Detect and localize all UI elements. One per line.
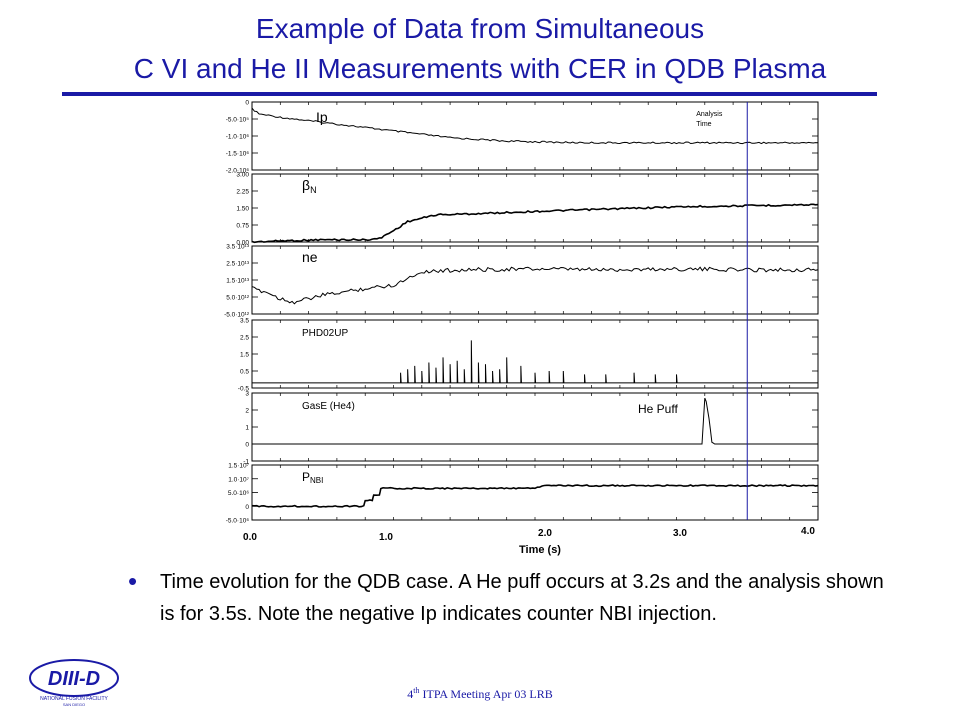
y-tick-label-pnbi: 1.5·10⁷ [228, 463, 249, 470]
y-tick-label-ne: 3.5·10¹³ [226, 244, 250, 251]
y-tick-label-phd: 3.5 [240, 318, 249, 325]
panel-frame-pnbi [251, 464, 819, 521]
trace-pnbi [251, 484, 819, 508]
y-tick-label-ne: 1.5·10¹³ [226, 278, 250, 285]
logo-subtext: NATIONAL FUSION FACILITY [40, 696, 108, 702]
y-tick-label-betaN: 2.25 [236, 189, 249, 196]
y-tick-label-ne: 2.5·10¹³ [226, 261, 250, 268]
y-tick-label-betaN: 1.50 [236, 206, 249, 213]
y-tick-label-gas: 3 [245, 391, 249, 398]
footer-text: ITPA Meeting Apr 03 LRB [419, 687, 553, 701]
y-tick-label-ip: -1.0·10⁶ [226, 134, 250, 141]
panel-label-gas: GasE (He4) [302, 401, 355, 412]
diii-d-logo: DIII-D NATIONAL FUSION FACILITY SAN DIEG… [29, 659, 119, 707]
logo-subtext-2: SAN DIEGO [63, 702, 85, 707]
logo-text: DIII-D [48, 668, 100, 690]
x-tick-label: 1.0 [379, 532, 393, 543]
he-puff-label: He Puff [638, 402, 678, 416]
panel-label-ne: ne [302, 249, 318, 265]
y-tick-label-betaN: 3.00 [236, 172, 249, 179]
y-tick-label-phd: 0.5 [240, 369, 249, 376]
panel-frame-betaN [251, 173, 819, 243]
y-tick-label-ip: -2.0·10⁶ [226, 168, 250, 175]
y-tick-label-pnbi: -5.0·10⁶ [226, 518, 250, 525]
y-tick-label-ne: 5.0·10¹² [226, 295, 250, 302]
bullet-text: Time evolution for the QDB case. A He pu… [160, 571, 884, 625]
y-tick-label-pnbi: 5.0·10⁶ [228, 490, 249, 497]
y-tick-label-phd: 1.5 [240, 352, 249, 359]
trace-gas [252, 397, 818, 445]
panel-label-phd: PHD02UP [302, 328, 348, 339]
title-underline [62, 92, 877, 96]
y-tick-label-phd: -0.5 [238, 386, 250, 393]
x-axis-label: Time (s) [519, 544, 561, 556]
slide-title-line2: C VI and He II Measurements with CER in … [133, 53, 827, 84]
panel-label-betaN: βN [302, 177, 317, 195]
y-tick-label-ip: -5.0·10⁵ [226, 117, 250, 124]
analysis-label-line1: Analysis [696, 111, 723, 118]
y-tick-label-phd: 2.5 [240, 335, 249, 342]
footer-superscript: th [413, 686, 420, 695]
trace-ne [251, 266, 819, 305]
x-tick-label: 3.0 [673, 528, 687, 539]
y-tick-label-pnbi: 0 [245, 504, 249, 511]
x-tick-label: 4.0 [801, 526, 815, 537]
y-tick-label-gas: 1 [245, 425, 249, 432]
y-tick-label-betaN: 0.00 [236, 240, 249, 247]
trace-ip [251, 107, 819, 145]
trace-phd [252, 340, 818, 384]
y-tick-label-betaN: 0.75 [236, 223, 249, 230]
y-tick-label-ne: -5.0·10¹² [224, 312, 250, 319]
time-evolution-chart: 0-5.0·10⁵-1.0·10⁶-1.5·10⁶-2.0·10⁶Ip3.002… [224, 100, 819, 556]
y-tick-label-gas: 0 [245, 442, 249, 449]
footer: 4th ITPA Meeting Apr 03 LRB [0, 686, 960, 702]
trace-betaN [251, 203, 819, 244]
slide-title-line1: Example of Data from Simultaneous [255, 13, 705, 44]
analysis-label-line2: Time [696, 121, 711, 128]
footer-number: 4 [407, 687, 414, 701]
panel-frame-ip [251, 101, 819, 171]
y-tick-label-pnbi: 1.0·10⁷ [228, 476, 249, 483]
panel-label-pnbi: PNBI [302, 470, 323, 485]
y-tick-label-gas: -1 [243, 459, 249, 466]
panel-frame-ne [251, 245, 819, 315]
x-tick-label: 0.0 [243, 532, 257, 543]
panel-label-ip: Ip [316, 109, 328, 125]
x-tick-label: 2.0 [538, 528, 552, 539]
y-tick-label-ip: -1.5·10⁶ [226, 151, 250, 158]
bullet-marker: • [128, 566, 138, 596]
y-tick-label-ip: 0 [245, 100, 249, 107]
y-tick-label-gas: 2 [245, 408, 249, 415]
